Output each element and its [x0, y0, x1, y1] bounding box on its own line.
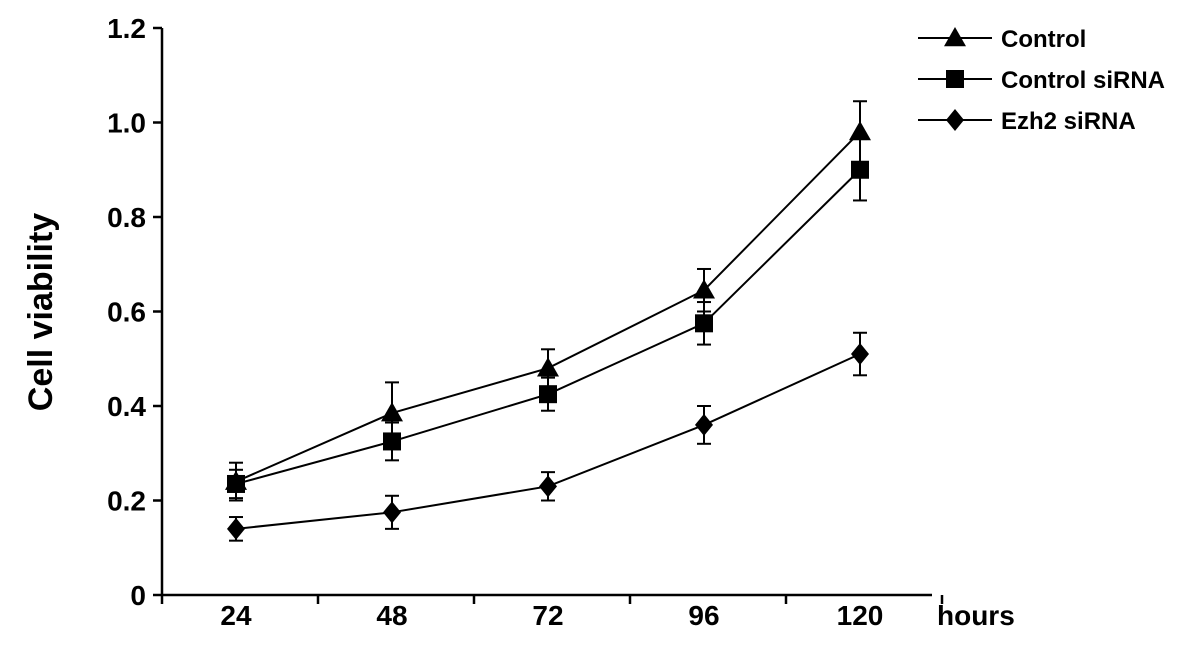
- data-point-triangle: [693, 279, 715, 299]
- data-point-square: [383, 432, 401, 451]
- data-point-diamond: [383, 501, 401, 524]
- legend: Control Control siRNA Ezh2 siRNA: [918, 26, 1165, 135]
- y-axis-label: Cell viability: [22, 213, 60, 411]
- legend-item: Control siRNA: [918, 67, 1165, 94]
- legend-marker-diamond: [946, 109, 964, 131]
- series-diamond: [227, 331, 869, 542]
- data-point-diamond: [695, 413, 713, 436]
- legend-item: Ezh2 siRNA: [918, 108, 1136, 135]
- series-line: [235, 131, 861, 483]
- data-point-triangle: [849, 120, 871, 141]
- data-point-triangle: [381, 402, 403, 422]
- y-tick-label: 0: [130, 580, 146, 611]
- data-point-diamond: [851, 343, 869, 366]
- series-square: [227, 138, 869, 500]
- x-axis-label: hours: [937, 600, 1015, 631]
- series-triangle: [225, 100, 871, 502]
- y-tick-label: 0.6: [107, 297, 146, 328]
- data-point-triangle: [537, 357, 559, 377]
- legend-marker-triangle: [944, 27, 966, 47]
- legend-label: Control siRNA: [1001, 67, 1165, 94]
- legend-item: Control: [918, 26, 1086, 53]
- legend-label: Control: [1001, 26, 1086, 53]
- data-point-square: [539, 385, 557, 404]
- y-tick-label: 1.0: [107, 108, 146, 139]
- data-point-square: [695, 314, 713, 333]
- y-tick-label: 0.2: [107, 486, 146, 517]
- data-point-square: [227, 474, 245, 493]
- x-tick-label: 72: [532, 600, 563, 631]
- legend-marker-square: [946, 70, 964, 88]
- y-tick-label: 0.8: [107, 202, 146, 233]
- y-tick-label: 0.4: [107, 391, 146, 422]
- series-line: [235, 169, 861, 485]
- y-tick-label: 1.2: [107, 13, 146, 44]
- x-tick-label: 96: [688, 600, 719, 631]
- legend-label: Ezh2 siRNA: [1001, 108, 1136, 135]
- x-tick-label: 48: [376, 600, 407, 631]
- axes: 0 0.2 0.4 0.6 0.8 1.0 1.2 24 48 72 96 120: [107, 13, 944, 631]
- x-tick-label: 120: [837, 600, 884, 631]
- data-point-diamond: [539, 475, 557, 498]
- x-tick-label: 24: [220, 600, 252, 631]
- data-point-diamond: [227, 517, 245, 540]
- data-point-square: [851, 160, 869, 179]
- plot-series: [225, 100, 871, 542]
